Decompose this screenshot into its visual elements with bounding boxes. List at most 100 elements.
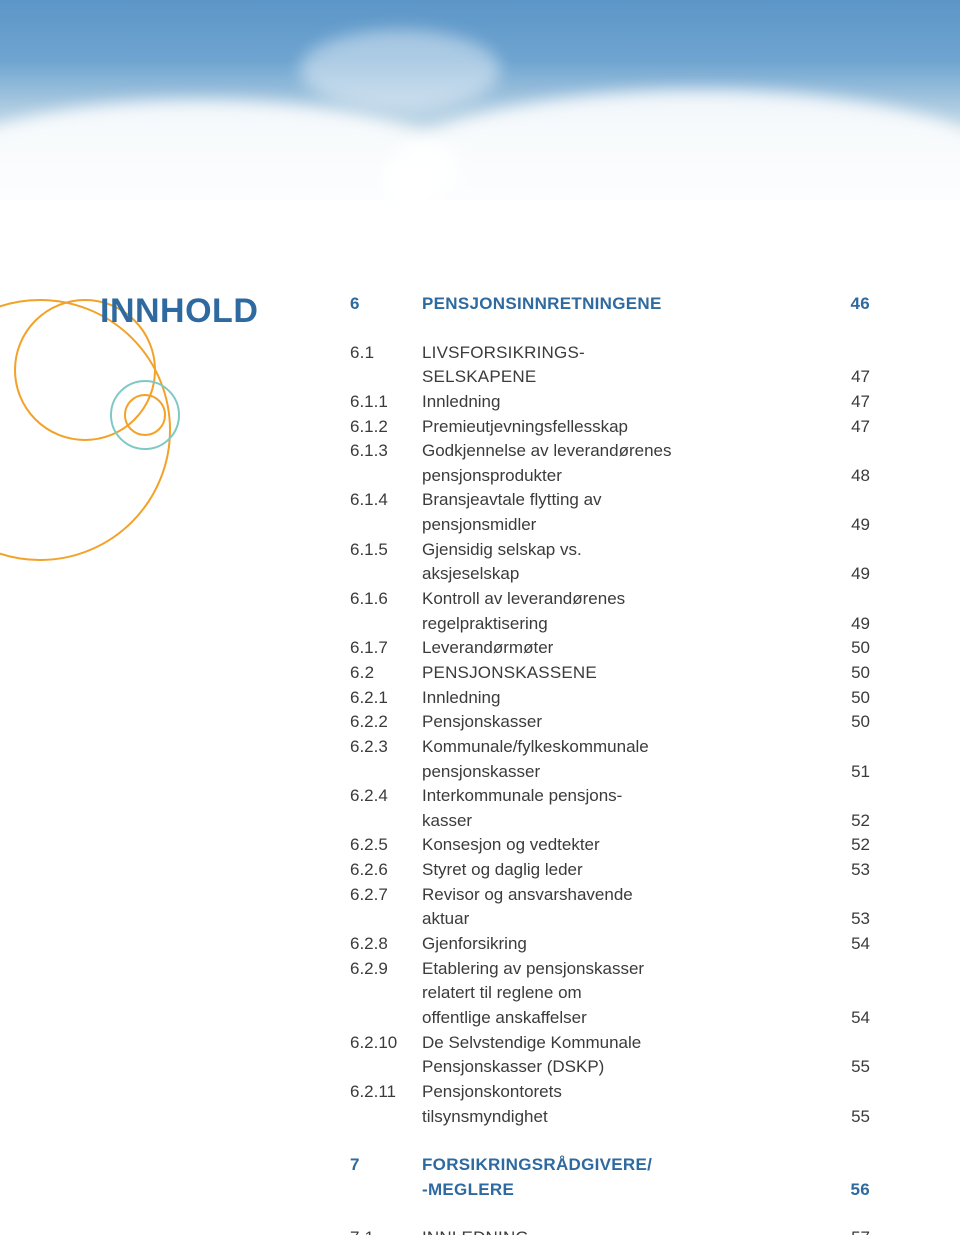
toc-label: Innledning [422, 686, 830, 711]
toc-row: pensjonsprodukter48 [350, 464, 870, 489]
toc-label: aktuar [422, 907, 830, 932]
toc-row: 6.2.5Konsesjon og vedtekter52 [350, 833, 870, 858]
toc-page: 53 [830, 858, 870, 883]
toc-row: 6.1.5Gjensidig selskap vs. [350, 538, 870, 563]
toc-label: tilsynsmyndighet [422, 1105, 830, 1130]
toc-label: Godkjennelse av leverandørenes [422, 439, 830, 464]
toc-page: 47 [830, 415, 870, 440]
toc-row: offentlige anskaffelser54 [350, 1006, 870, 1031]
toc-row: 6.1.6Kontroll av leverandørenes [350, 587, 870, 612]
toc-row: 6.2PENSJONSKASSENE50 [350, 661, 870, 686]
toc-page: 49 [830, 513, 870, 538]
toc-number: 6.2.11 [350, 1080, 422, 1105]
page-title: INNHOLD [100, 292, 258, 331]
toc-number: 6.2 [350, 661, 422, 686]
toc-row: 6.2.8Gjenforsikring54 [350, 932, 870, 957]
toc-row: Pensjonskasser (DSKP)55 [350, 1055, 870, 1080]
toc-page: 49 [830, 612, 870, 637]
toc-row: 6.2.9Etablering av pensjonskasser [350, 957, 870, 982]
decorative-circles [0, 280, 320, 680]
toc-page: 50 [830, 661, 870, 686]
toc-number: 6.2.9 [350, 957, 422, 982]
toc-number: 6.2.6 [350, 858, 422, 883]
toc-row: 6.1.2Premieutjevningsfellesskap47 [350, 415, 870, 440]
toc-row: 6.2.4Interkommunale pensjons- [350, 784, 870, 809]
toc-label: pensjonskasser [422, 760, 830, 785]
toc-number: 6.2.10 [350, 1031, 422, 1056]
toc-row: 6.2.3Kommunale/fylkeskommunale [350, 735, 870, 760]
toc-page: 57 [830, 1226, 870, 1235]
toc-label: FORSIKRINGSRÅDGIVERE/ [422, 1153, 830, 1178]
toc-label: Kontroll av leverandørenes [422, 587, 830, 612]
toc-number: 6.1.1 [350, 390, 422, 415]
toc-number: 6.2.2 [350, 710, 422, 735]
toc-number: 6.1 [350, 341, 422, 366]
toc-page: 52 [830, 809, 870, 834]
cloud-decoration [380, 90, 960, 200]
toc-row: 7.1INNLEDNING57 [350, 1226, 870, 1235]
toc-label: pensjonsprodukter [422, 464, 830, 489]
toc-label: Pensjonskasser (DSKP) [422, 1055, 830, 1080]
toc-page: 49 [830, 562, 870, 587]
toc-label: LIVSFORSIKRINGS- [422, 341, 830, 366]
toc-label: INNLEDNING [422, 1226, 830, 1235]
toc-number: 6.2.8 [350, 932, 422, 957]
toc-row: -MEGLERE56 [350, 1178, 870, 1203]
toc-label: offentlige anskaffelser [422, 1006, 830, 1031]
toc-number: 6.2.4 [350, 784, 422, 809]
toc-page: 50 [830, 710, 870, 735]
toc-label: Konsesjon og vedtekter [422, 833, 830, 858]
toc-row: 6.2.10De Selvstendige Kommunale [350, 1031, 870, 1056]
toc-page: 54 [830, 1006, 870, 1031]
toc-row: aktuar53 [350, 907, 870, 932]
toc-page: 54 [830, 932, 870, 957]
toc-number: 6.1.7 [350, 636, 422, 661]
toc-number: 7 [350, 1153, 422, 1178]
toc-number: 6.2.7 [350, 883, 422, 908]
toc-label: Pensjonskasser [422, 710, 830, 735]
spacer [350, 317, 870, 341]
toc-row: SELSKAPENE47 [350, 365, 870, 390]
toc-label: Revisor og ansvarshavende [422, 883, 830, 908]
toc-number: 6.1.6 [350, 587, 422, 612]
toc-label: Innledning [422, 390, 830, 415]
toc-number: 6.1.2 [350, 415, 422, 440]
toc-number: 6.1.4 [350, 488, 422, 513]
toc-number: 6.2.1 [350, 686, 422, 711]
toc-page: 47 [830, 365, 870, 390]
spacer [350, 1129, 870, 1153]
toc-page: 50 [830, 686, 870, 711]
toc-row: 6.1.4Bransjeavtale flytting av [350, 488, 870, 513]
toc-page: 47 [830, 390, 870, 415]
toc-number: 6 [350, 292, 422, 317]
toc-page: 50 [830, 636, 870, 661]
toc-row: relatert til reglene om [350, 981, 870, 1006]
toc-label: Gjenforsikring [422, 932, 830, 957]
toc-label: pensjonsmidler [422, 513, 830, 538]
toc-row: aksjeselskap49 [350, 562, 870, 587]
toc-row: tilsynsmyndighet55 [350, 1105, 870, 1130]
toc-label: Gjensidig selskap vs. [422, 538, 830, 563]
toc-page: 51 [830, 760, 870, 785]
toc-number: 6.2.3 [350, 735, 422, 760]
toc-page: 55 [830, 1055, 870, 1080]
toc-label: aksjeselskap [422, 562, 830, 587]
toc-label: Etablering av pensjonskasser [422, 957, 830, 982]
toc-label: kasser [422, 809, 830, 834]
toc-row: 6.1.7Leverandørmøter50 [350, 636, 870, 661]
toc-label: relatert til reglene om [422, 981, 830, 1006]
toc-row: regelpraktisering49 [350, 612, 870, 637]
table-of-contents: 6PENSJONSINNRETNINGENE466.1LIVSFORSIKRIN… [350, 292, 870, 1235]
toc-row: 7FORSIKRINGSRÅDGIVERE/ [350, 1153, 870, 1178]
toc-number: 7.1 [350, 1226, 422, 1235]
toc-label: Styret og daglig leder [422, 858, 830, 883]
cloud-decoration [300, 30, 500, 110]
toc-page: 56 [830, 1178, 870, 1203]
toc-page: 53 [830, 907, 870, 932]
toc-row: 6.1LIVSFORSIKRINGS- [350, 341, 870, 366]
toc-label: Pensjonskontorets [422, 1080, 830, 1105]
toc-label: Leverandørmøter [422, 636, 830, 661]
toc-label: PENSJONSKASSENE [422, 661, 830, 686]
toc-page: 46 [830, 292, 870, 317]
spacer [350, 1202, 870, 1226]
